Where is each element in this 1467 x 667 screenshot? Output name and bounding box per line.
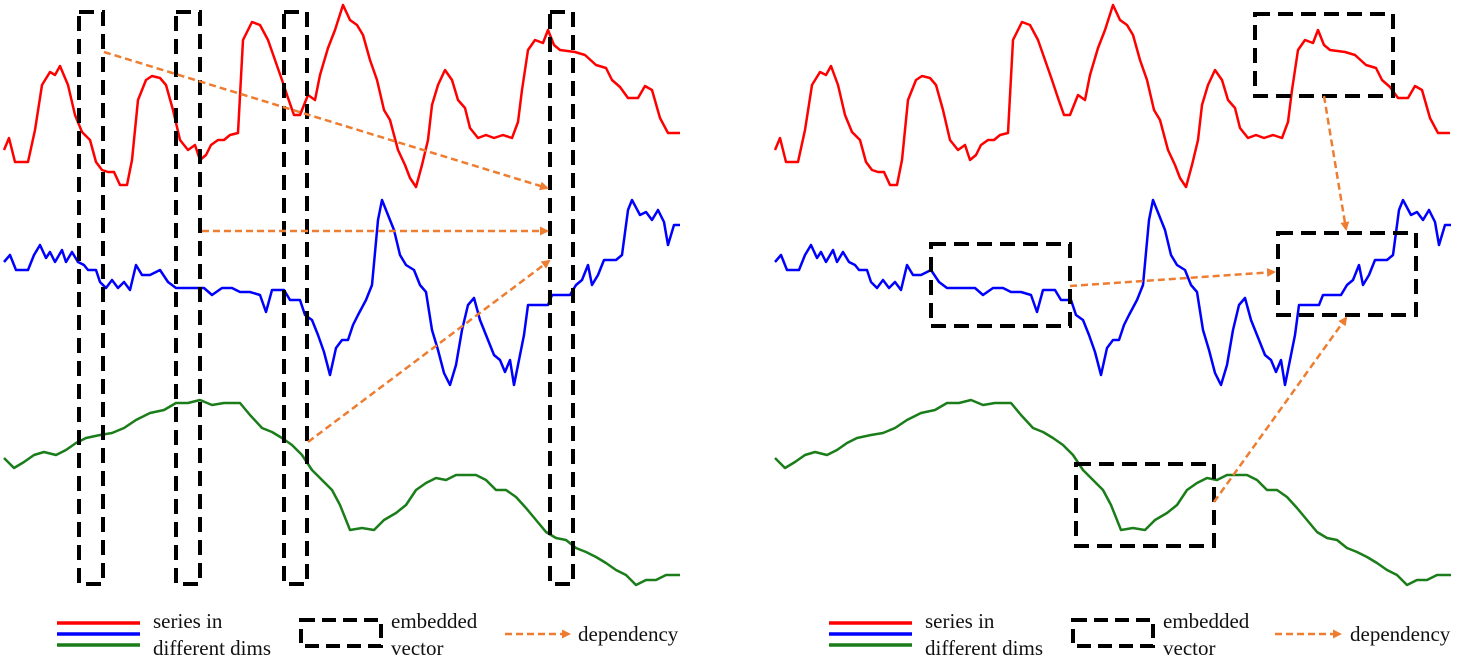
left-legend: series in different dims embedded vector… (57, 609, 679, 660)
right-legend-dependency-label: dependency (1350, 622, 1451, 646)
left-legend-box-icon (299, 618, 383, 648)
left-legend-box-label-line2: vector (391, 636, 443, 660)
left-embedded-vector-box-2 (174, 10, 202, 586)
left-blue-series (3, 198, 680, 387)
right-embedded-vector-box-green (1074, 462, 1216, 548)
right-dependency-arrow-1 (1322, 95, 1350, 231)
left-legend-series-label-line2: different dims (153, 636, 271, 660)
right-dependency-arrow-2 (1069, 267, 1276, 288)
right-panel (773, 3, 1451, 587)
right-embedded-vector-box-blue-right (1276, 231, 1418, 317)
right-embedded-vector-box-red (1253, 12, 1395, 98)
left-legend-box-label-line1: embedded (391, 609, 478, 633)
left-embedded-vector-box-1 (77, 10, 105, 586)
right-dependency-arrows (1069, 95, 1350, 503)
left-embedded-boxes (77, 10, 575, 586)
right-red-series (773, 3, 1450, 189)
left-dependency-arrows (103, 50, 551, 443)
left-legend-series-label-line1: series in (153, 609, 223, 633)
right-green-series (774, 398, 1451, 587)
left-dependency-arrow-3 (307, 259, 551, 443)
left-embedded-vector-box-3 (282, 10, 309, 586)
right-legend-box-label-line1: embedded (1163, 609, 1250, 633)
right-embedded-vector-box-blue-left (929, 242, 1072, 328)
left-legend-dependency-label: dependency (578, 622, 679, 646)
left-red-series (2, 3, 680, 189)
left-green-series (3, 398, 680, 587)
right-legend-box-label-line2: vector (1163, 636, 1215, 660)
left-panel (2, 3, 680, 587)
right-legend-series-label-line2: different dims (925, 636, 1043, 660)
right-legend-box-icon (1071, 618, 1155, 648)
left-embedded-vector-box-4 (548, 10, 575, 586)
right-legend-series-label-line1: series in (925, 609, 995, 633)
right-legend: series in different dims embedded vector… (829, 609, 1451, 660)
left-dependency-arrow-1 (103, 50, 549, 191)
right-dependency-arrow-3 (1212, 316, 1348, 503)
right-blue-series (774, 198, 1451, 387)
